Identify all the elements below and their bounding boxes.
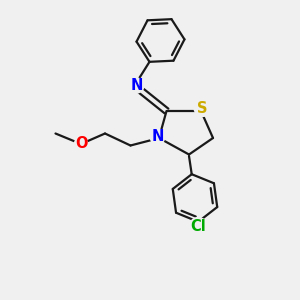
Text: S: S (197, 100, 208, 116)
Text: Cl: Cl (190, 219, 206, 234)
Circle shape (150, 129, 165, 144)
Circle shape (74, 137, 88, 151)
Circle shape (129, 78, 144, 93)
Text: O: O (75, 136, 87, 152)
Circle shape (194, 100, 211, 116)
Text: N: N (151, 129, 164, 144)
Circle shape (189, 218, 207, 236)
Text: N: N (130, 78, 143, 93)
